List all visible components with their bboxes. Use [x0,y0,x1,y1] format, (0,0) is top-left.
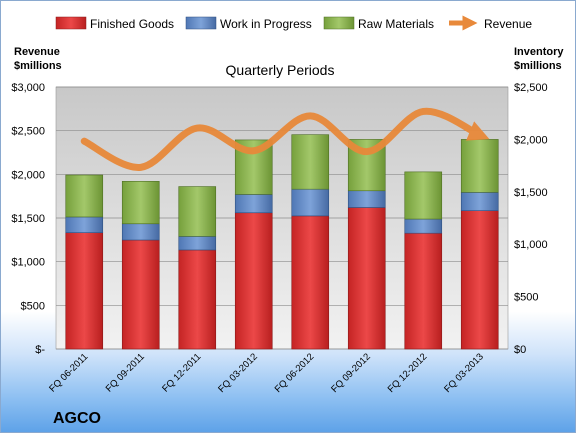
bar-work-in-progress [460,192,499,211]
legend-label: Raw Materials [358,17,434,31]
revenue-line [80,107,490,171]
legend-label: Finished Goods [90,17,174,31]
bar-finished-goods [404,232,443,350]
left-tick-label: $500 [21,300,45,312]
left-tick-label: $- [35,344,45,356]
bar-work-in-progress [291,188,330,217]
right-tick-label: $1,500 [514,187,548,199]
legend: Finished Goods Work in Progress Raw Mate… [55,15,532,31]
bar-finished-goods [460,210,499,350]
right-axis-title-line2: $millions [514,60,562,72]
right-axis-title-line1: Inventory [514,46,564,58]
bar-finished-goods [65,232,104,350]
left-axis-ticks: $- $500 $1,000 $1,500 $2,000 $2,500 $3,000 [11,82,45,356]
category-label: FQ 12-2012 [386,351,430,395]
bar-raw-materials [178,186,217,237]
bar-raw-materials [404,171,443,220]
right-tick-label: $1,000 [514,239,548,251]
bar-raw-materials [291,134,330,190]
category-label: FQ 09-2011 [104,351,147,394]
legend-item-finished-goods: Finished Goods [55,16,174,31]
left-axis-title-line1: Revenue [14,46,60,58]
bar-work-in-progress [347,190,386,208]
category-label: FQ 06-2011 [47,351,90,394]
legend-item-work-in-progress: Work in Progress [185,16,312,31]
left-axis-title-line2: $millions [14,60,62,72]
category-label: FQ 03-2012 [216,351,260,395]
bar-finished-goods [347,207,386,350]
bar-work-in-progress [234,194,273,214]
category-labels: FQ 06-2011 FQ 09-2011 FQ 12-2011 FQ 03-2012… [47,351,486,395]
left-tick-label: $2,000 [11,169,45,181]
category-label: FQ 09-2012 [329,351,373,395]
bar-work-in-progress [404,218,443,234]
right-tick-label: $500 [514,292,538,304]
chart-title: Quarterly Periods [226,62,335,78]
bar-raw-materials [65,174,104,218]
legend-item-revenue: Revenue [449,15,532,31]
bar-work-in-progress [121,223,160,241]
right-tick-label: $0 [514,344,526,356]
right-tick-label: $2,500 [514,82,548,94]
category-label: FQ 03-2013 [442,351,486,395]
left-tick-label: $3,000 [11,82,45,94]
left-tick-label: $1,000 [11,257,45,269]
bar-raw-materials [121,181,160,225]
legend-item-raw-materials: Raw Materials [323,16,434,31]
revenue-series-line [80,107,490,171]
bar-work-in-progress [65,216,104,233]
left-tick-label: $2,500 [11,126,45,138]
category-label: FQ 12-2011 [160,351,203,394]
category-label: FQ 06-2012 [273,351,317,395]
bar-work-in-progress [178,236,217,251]
left-tick-label: $1,500 [11,213,45,225]
right-axis-ticks: $0 $500 $1,000 $1,500 $2,000 $2,500 [514,82,548,356]
bar-finished-goods [178,249,217,350]
company-label: AGCO [53,410,101,427]
bar-raw-materials [460,139,499,193]
bar-finished-goods [234,212,273,350]
bar-finished-goods [291,215,330,350]
legend-label: Revenue [484,17,532,31]
bar-finished-goods [121,239,160,350]
legend-label: Work in Progress [220,17,312,31]
right-tick-label: $2,000 [514,134,548,146]
